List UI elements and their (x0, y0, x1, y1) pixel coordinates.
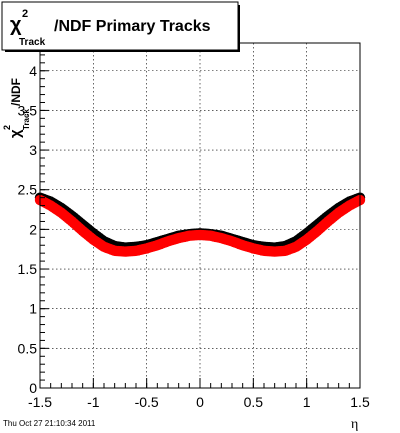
x-tick-label: 1 (303, 394, 311, 410)
date-stamp: Thu Oct 27 21:10:34 2011 (3, 419, 96, 428)
x-tick-label: 1.5 (350, 394, 370, 410)
title-box-shadow-bottom (5, 50, 240, 52)
y-tick-label: 0.5 (18, 340, 38, 356)
y-tick-label: 1.5 (18, 261, 38, 277)
y-tick-label: 4 (29, 63, 37, 79)
y-label-subscript: Track (22, 109, 31, 130)
y-tick-label: 1 (29, 301, 37, 317)
y-tick-label: 3 (29, 142, 37, 158)
x-tick-label: 0.5 (244, 394, 264, 410)
y-label-chi: χ (7, 129, 24, 138)
y-axis-tick-labels: 0 0.5 1 1.5 2 2.5 3 3.5 4 (18, 63, 38, 396)
title-chi: χ (10, 14, 22, 36)
x-tick-label: -0.5 (135, 394, 159, 410)
title-superscript: 2 (22, 8, 28, 20)
x-tick-label: 0 (196, 394, 204, 410)
series-red (34, 194, 366, 257)
y-tick-label: 2 (29, 221, 37, 237)
chart-title: /NDF Primary Tracks (54, 18, 211, 35)
y-axis-label: χ 2 Track /NDF (2, 78, 31, 138)
title-box (1, 1, 239, 51)
y-tick-label: 2.5 (18, 182, 38, 198)
y-label-superscript: 2 (2, 125, 12, 130)
axis-ticks (39, 46, 361, 389)
x-tick-label: -1.5 (28, 394, 52, 410)
title-subscript: Track (19, 37, 46, 48)
x-axis-label: η (351, 417, 358, 432)
x-axis-tick-labels: -1.5 -1 -0.5 0 0.5 1 1.5 (28, 394, 370, 410)
y-tick-label: 0 (29, 380, 37, 396)
y-tick-label: 3.5 (18, 102, 38, 118)
series-group (34, 192, 366, 257)
y-label-text: /NDF (9, 78, 23, 106)
x-tick-label: -1 (87, 394, 100, 410)
title-box-shadow-right (238, 5, 240, 52)
